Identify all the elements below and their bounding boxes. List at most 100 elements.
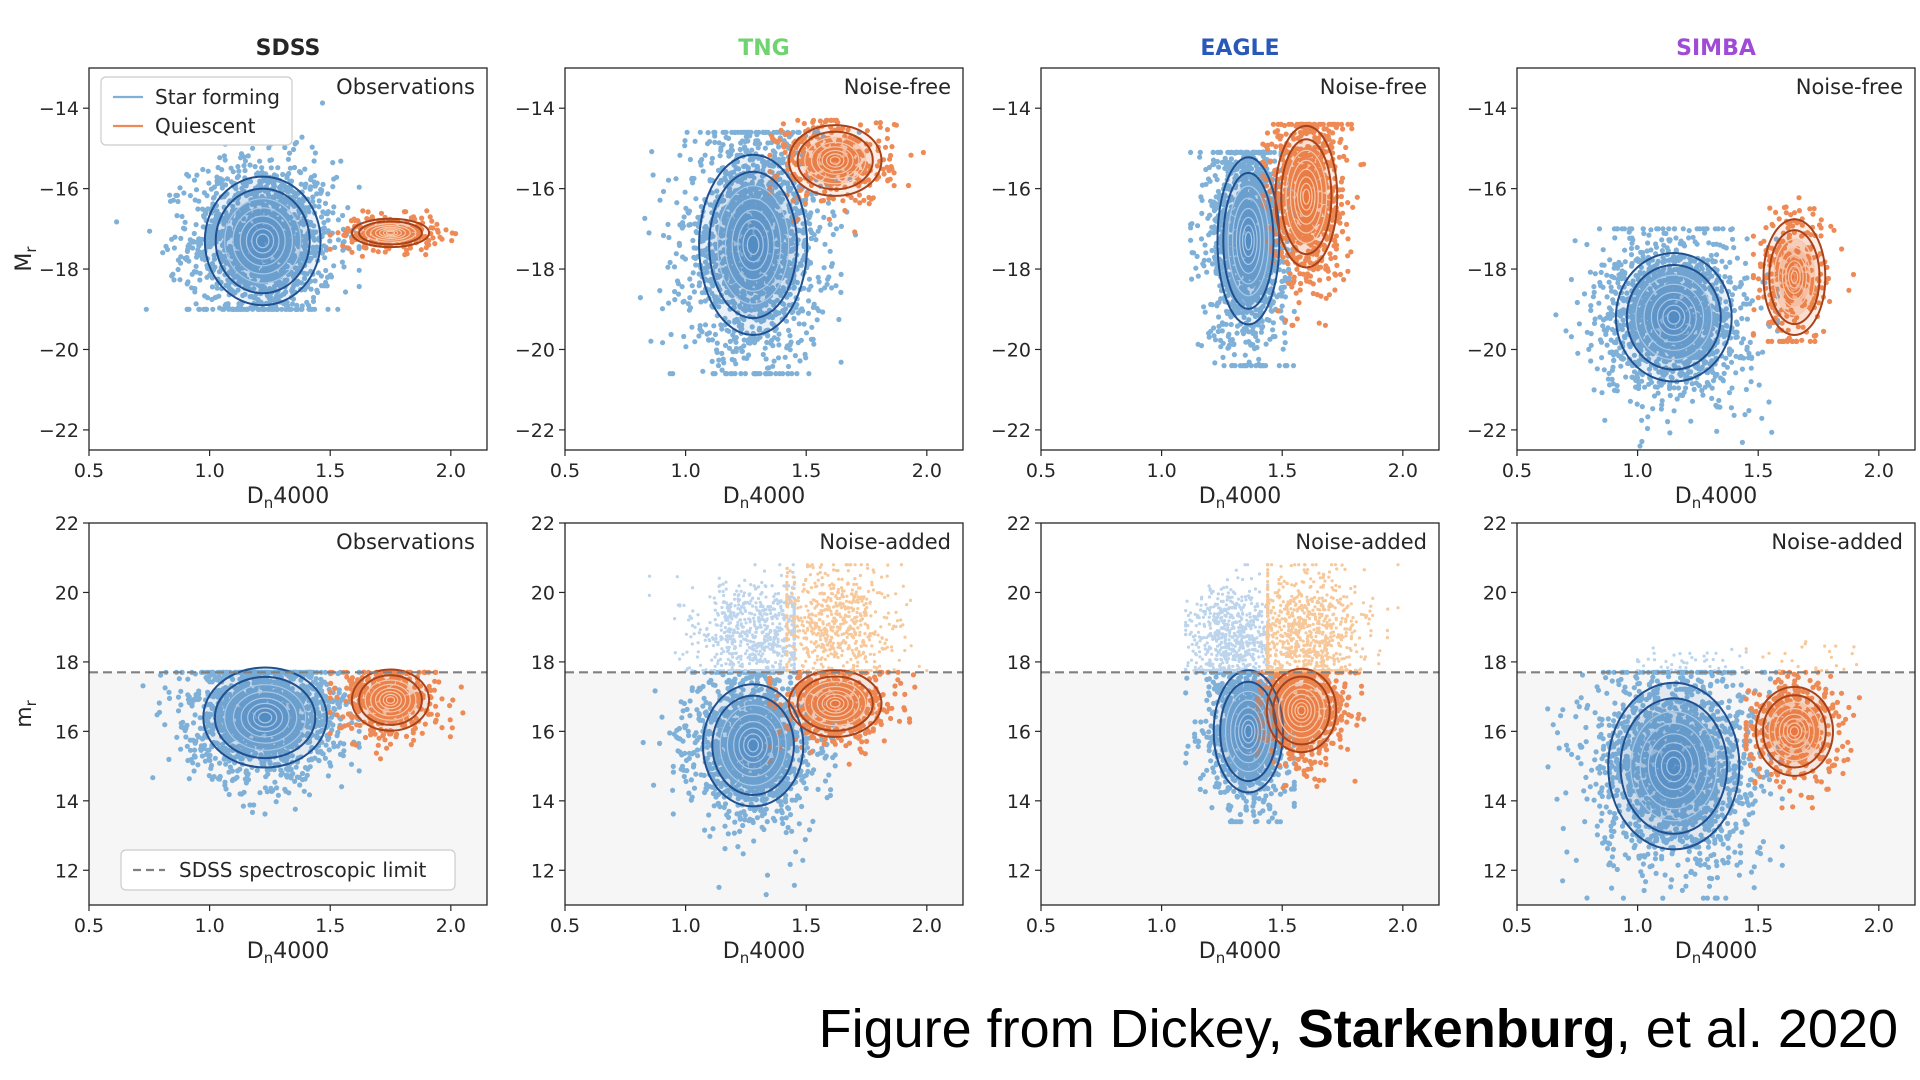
data-point: [1206, 330, 1212, 336]
data-point: [236, 267, 242, 273]
data-point: [876, 138, 882, 144]
data-point: [1202, 309, 1208, 315]
data-point: [716, 140, 722, 146]
data-point: [310, 298, 317, 304]
data-point: [332, 244, 338, 251]
data-point: [193, 187, 200, 193]
data-point: [242, 158, 248, 164]
panel-0-1: 0.5 1.0 1.5 2.0−22−20−18−16−14Dn4000TNGNois…: [515, 36, 964, 512]
y-tick-label: −14: [39, 98, 79, 120]
data-point: [423, 252, 429, 258]
data-point: [310, 194, 316, 200]
legend-label-star-forming: Star forming: [155, 85, 280, 109]
data-point: [642, 215, 648, 221]
data-point: [1197, 154, 1203, 160]
data-point: [291, 203, 297, 209]
data-point: [342, 289, 349, 295]
panel-0-2: 0.5 1.0 1.5 2.0−22−20−18−16−14Dn4000EAGLENo…: [991, 36, 1440, 512]
data-point: [187, 193, 193, 199]
data-point: [891, 121, 897, 128]
data-point: [808, 210, 814, 216]
data-point: [216, 230, 222, 236]
data-point: [299, 303, 305, 309]
data-point: [437, 234, 443, 240]
data-point: [331, 176, 337, 182]
data-point: [1201, 304, 1207, 310]
data-point: [430, 225, 436, 231]
data-point: [316, 204, 322, 210]
data-point: [224, 176, 230, 182]
data-point: [881, 171, 887, 177]
data-point: [1205, 176, 1212, 182]
data-point: [290, 222, 296, 228]
data-point: [249, 201, 255, 207]
data-point: [193, 222, 199, 228]
data-point: [194, 172, 200, 178]
data-point: [1290, 363, 1297, 369]
data-point: [891, 183, 897, 189]
data-point: [1263, 341, 1269, 347]
data-point: [765, 140, 771, 146]
data-point: [1267, 336, 1273, 342]
data-point: [775, 336, 781, 342]
data-point: [1219, 328, 1225, 334]
data-point: [232, 218, 238, 224]
data-point: [729, 371, 735, 377]
data-point: [217, 155, 223, 161]
data-point: [666, 300, 672, 306]
data-point: [217, 305, 223, 311]
data-point: [671, 264, 678, 270]
data-point: [786, 302, 792, 308]
data-point: [665, 221, 671, 227]
contour-level: [746, 234, 760, 256]
data-point: [147, 228, 153, 234]
data-point: [810, 304, 817, 310]
data-point: [838, 289, 844, 295]
data-point: [275, 208, 281, 214]
data-point: [796, 321, 802, 327]
data-point: [364, 233, 371, 239]
data-point: [270, 194, 276, 200]
data-point: [230, 169, 236, 175]
data-point: [275, 192, 281, 198]
data-point: [754, 132, 760, 138]
data-point: [1250, 328, 1256, 334]
data-point: [707, 178, 713, 184]
data-point: [814, 208, 821, 214]
data-point: [311, 179, 317, 185]
data-point: [670, 371, 676, 377]
axes-frame: [88, 67, 488, 451]
data-point: [763, 356, 769, 362]
data-point: [251, 295, 257, 301]
data-point: [225, 302, 231, 308]
contours-quiescent: [787, 124, 883, 197]
data-point: [829, 285, 835, 291]
data-point: [211, 223, 217, 229]
data-point: [184, 281, 190, 287]
data-point: [209, 284, 215, 290]
data-point: [193, 301, 199, 307]
data-point: [340, 243, 346, 249]
data-point: [193, 263, 199, 269]
data-point: [310, 294, 317, 301]
data-point: [186, 306, 192, 312]
data-point: [197, 277, 203, 283]
data-point: [693, 196, 699, 202]
data-point: [214, 285, 220, 291]
data-point: [179, 213, 185, 220]
data-point: [795, 310, 802, 316]
data-point: [255, 217, 261, 223]
data-point: [302, 237, 308, 243]
data-point: [310, 198, 316, 204]
data-point: [311, 173, 318, 179]
data-point: [298, 181, 304, 187]
data-point: [279, 270, 285, 276]
data-point: [169, 273, 175, 279]
data-point: [172, 234, 178, 240]
data-point: [302, 245, 308, 251]
data-point: [259, 217, 265, 223]
data-point: [206, 180, 212, 186]
data-point: [668, 331, 674, 338]
data-point: [223, 182, 229, 188]
data-point: [672, 289, 678, 295]
